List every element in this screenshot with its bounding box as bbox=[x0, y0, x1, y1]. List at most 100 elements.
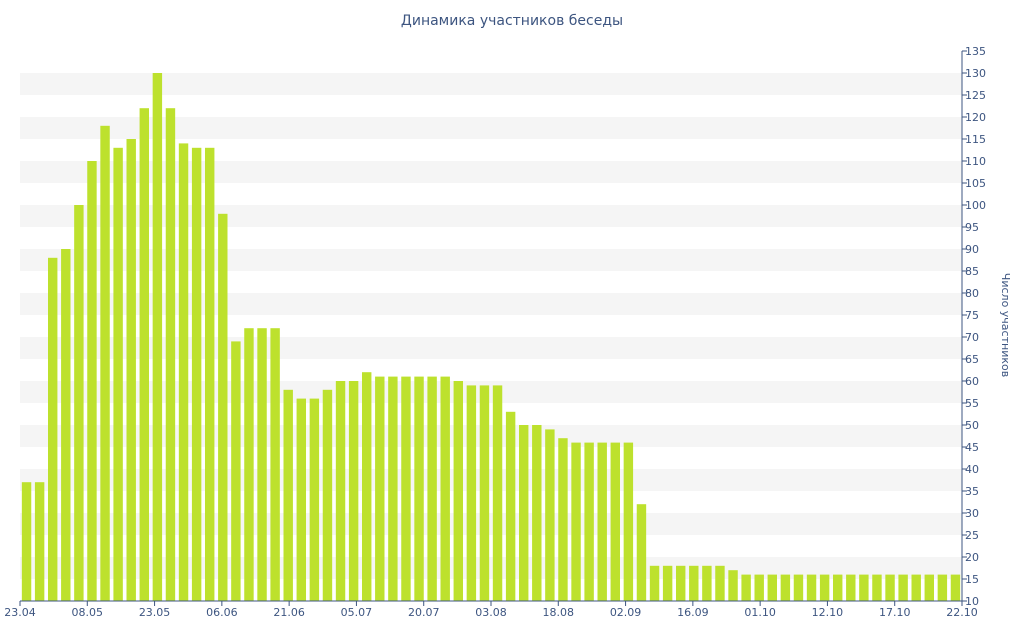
bar bbox=[492, 385, 503, 601]
grid-band bbox=[20, 117, 962, 139]
bars bbox=[21, 73, 961, 602]
x-tick-label: 20.07 bbox=[408, 606, 440, 619]
x-tick-label: 18.08 bbox=[543, 606, 575, 619]
grid-band bbox=[20, 381, 962, 403]
y-tick-label: 45 bbox=[965, 441, 979, 454]
y-tick-label: 135 bbox=[965, 45, 986, 58]
bar bbox=[584, 442, 594, 601]
grid-band bbox=[20, 513, 962, 535]
x-tick-label: 06.06 bbox=[206, 606, 238, 619]
bar bbox=[388, 376, 398, 601]
bar bbox=[937, 574, 948, 601]
bar bbox=[21, 482, 32, 601]
x-tick-label: 01.10 bbox=[744, 606, 776, 619]
bar bbox=[675, 565, 686, 601]
y-tick-label: 95 bbox=[965, 221, 979, 234]
bar bbox=[126, 139, 136, 601]
bar bbox=[296, 398, 307, 601]
x-tick-label: 23.04 bbox=[4, 606, 36, 619]
bar bbox=[440, 376, 450, 601]
bar bbox=[623, 442, 634, 601]
bar bbox=[780, 574, 791, 601]
bar bbox=[466, 385, 477, 601]
grid-band bbox=[20, 205, 962, 227]
bar bbox=[636, 504, 647, 601]
bar bbox=[610, 442, 621, 601]
grid-band bbox=[20, 557, 962, 579]
bar bbox=[846, 574, 856, 601]
bar bbox=[113, 147, 123, 602]
x-tick-label: 12.10 bbox=[812, 606, 844, 619]
bar bbox=[231, 341, 241, 601]
grid-band bbox=[20, 337, 962, 359]
y-tick-label: 70 bbox=[965, 331, 979, 344]
bar bbox=[61, 249, 71, 601]
y-tick-label: 40 bbox=[965, 463, 979, 476]
bar bbox=[911, 574, 921, 601]
bar bbox=[689, 565, 699, 601]
y-tick-label: 120 bbox=[965, 111, 986, 124]
bar bbox=[309, 398, 320, 601]
bar bbox=[47, 257, 58, 601]
y-axis: 10 15 20 25 30 35 40 45 50 55 60 65 70 75 80 85 90 95 100 1… bbox=[961, 45, 986, 608]
y-tick-label: 75 bbox=[965, 309, 979, 322]
y-tick-label: 50 bbox=[965, 419, 979, 432]
grid-band bbox=[20, 161, 962, 183]
bar bbox=[702, 565, 712, 601]
y-axis-label: Число участников bbox=[999, 273, 1012, 377]
bar bbox=[479, 385, 490, 601]
grid-band bbox=[20, 469, 962, 491]
bar bbox=[453, 381, 464, 601]
bar bbox=[754, 574, 764, 601]
bar bbox=[322, 389, 333, 601]
bar bbox=[532, 425, 542, 601]
bar bbox=[74, 205, 84, 601]
y-tick-label: 100 bbox=[965, 199, 986, 212]
grid-band bbox=[20, 73, 962, 95]
bar bbox=[597, 442, 607, 601]
bar bbox=[950, 574, 961, 601]
bar bbox=[165, 108, 176, 601]
y-tick-label: 115 bbox=[965, 133, 986, 146]
x-axis: 23.04 08.05 23.05 06.06 21.06 05.07 20.07 03.08… bbox=[4, 600, 978, 619]
bar bbox=[375, 376, 385, 601]
bar bbox=[518, 425, 529, 601]
bar bbox=[191, 147, 202, 602]
bar bbox=[924, 574, 935, 601]
bar bbox=[898, 574, 908, 601]
x-tick-label: 21.06 bbox=[273, 606, 305, 619]
x-tick-label: 03.08 bbox=[475, 606, 507, 619]
bar bbox=[741, 574, 751, 601]
bar bbox=[401, 376, 411, 601]
bar bbox=[87, 161, 97, 601]
y-tick-label: 35 bbox=[965, 485, 979, 498]
bar bbox=[859, 574, 869, 601]
y-tick-label: 10 bbox=[965, 595, 979, 608]
x-tick-label: 08.05 bbox=[72, 606, 104, 619]
bar bbox=[767, 574, 778, 601]
bar bbox=[885, 574, 895, 601]
y-tick-label: 20 bbox=[965, 551, 979, 564]
y-tick-label: 130 bbox=[965, 67, 986, 80]
bar bbox=[348, 381, 359, 601]
x-tick-label: 16.09 bbox=[677, 606, 709, 619]
bar bbox=[545, 429, 555, 601]
bar bbox=[204, 147, 215, 602]
bar bbox=[872, 574, 882, 601]
grid-band bbox=[20, 249, 962, 271]
bar bbox=[218, 213, 228, 602]
bar bbox=[662, 565, 673, 601]
bar bbox=[571, 442, 581, 601]
y-tick-label: 90 bbox=[965, 243, 979, 256]
bar bbox=[715, 565, 725, 601]
bar bbox=[270, 328, 280, 601]
bar bbox=[728, 570, 738, 601]
bar bbox=[283, 389, 293, 601]
x-tick-label: 17.10 bbox=[879, 606, 911, 619]
bar bbox=[244, 328, 254, 601]
y-tick-label: 25 bbox=[965, 529, 979, 542]
grid-bands bbox=[20, 73, 962, 579]
bar bbox=[152, 73, 163, 601]
y-tick-label: 55 bbox=[965, 397, 979, 410]
